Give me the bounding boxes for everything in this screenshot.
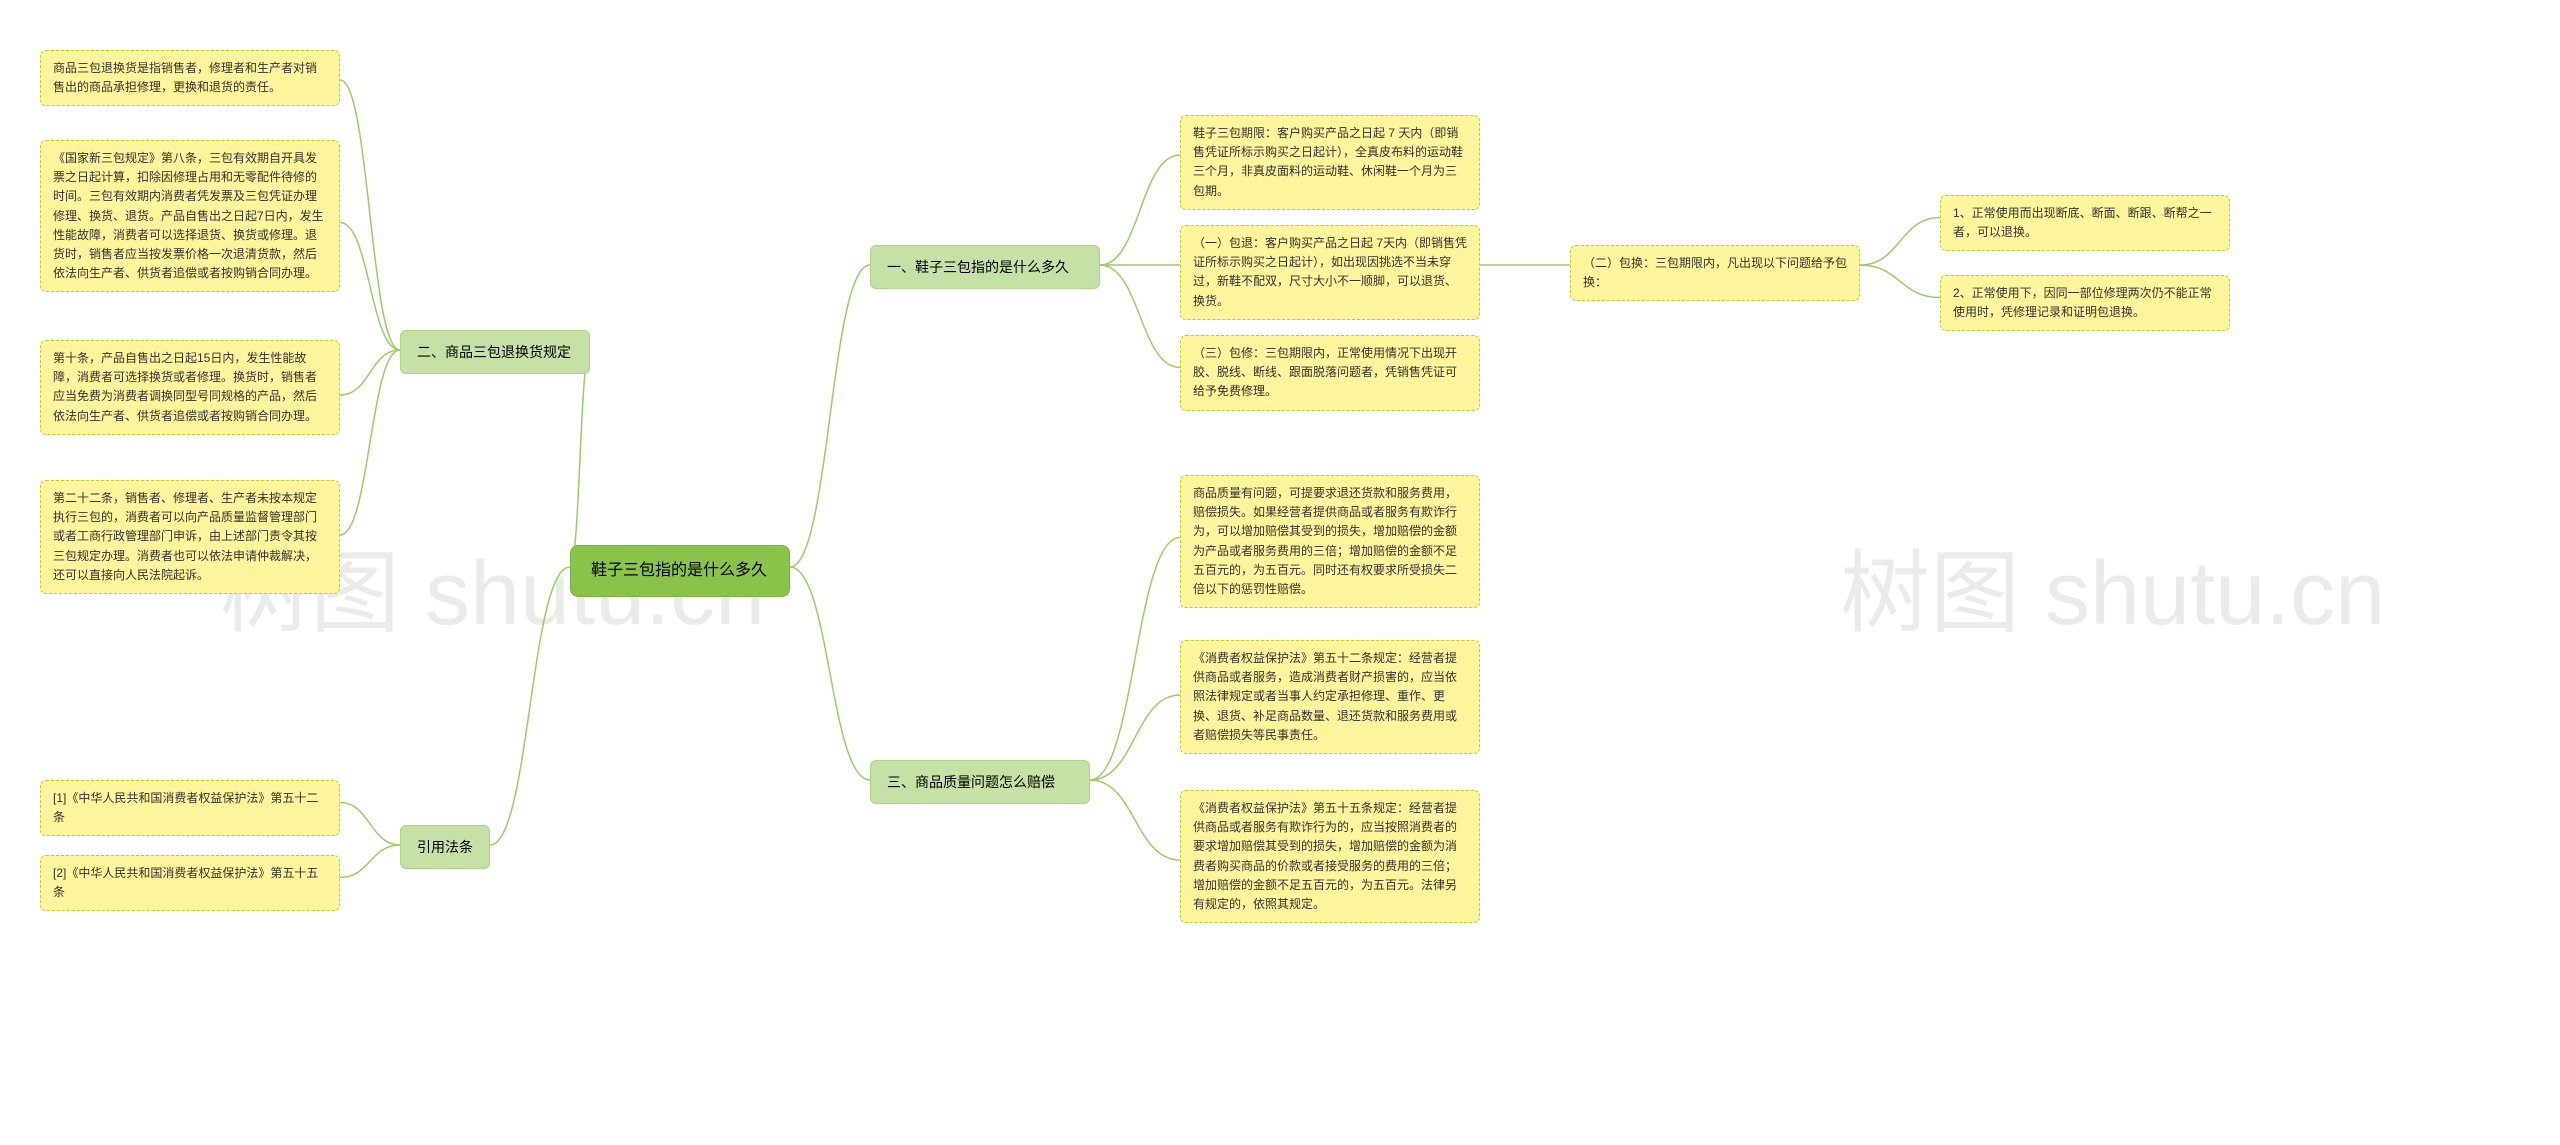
branch-node-4: 引用法条 [400,825,490,869]
connector-line [340,803,400,846]
branch-node-3: 三、商品质量问题怎么赔偿 [870,760,1090,804]
connector-line [1100,265,1180,368]
leaf-node-l2b: 《国家新三包规定》第八条，三包有效期自开具发票之日起计算，扣除因修理占用和无零配… [40,140,340,292]
connector-line [570,350,590,567]
leaf-node-l1b: （一）包退：客户购买产品之日起 7天内（即销售凭证所标示购买之日起计），如出现因… [1180,225,1480,320]
connector-line [340,80,400,350]
leaf-node-l1d: （二）包换：三包期限内，凡出现以下问题给予包换： [1570,245,1860,301]
connector-line [1090,780,1180,860]
connector-line [340,223,400,351]
connector-line [1860,265,1940,298]
leaf-node-l3b: 《消费者权益保护法》第五十二条规定：经营者提供商品或者服务，造成消费者财产损害的… [1180,640,1480,754]
leaf-node-l1a: 鞋子三包期限：客户购买产品之日起 7 天内（即销售凭证所标示购买之日起计），全真… [1180,115,1480,210]
connector-line [1090,695,1180,780]
connector-line [340,350,400,535]
leaf-node-l2d: 第二十二条，销售者、修理者、生产者未按本规定执行三包的，消费者可以向产品质量监督… [40,480,340,594]
leaf-node-l1d2: 2、正常使用下，因同一部位修理两次仍不能正常使用时，凭修理记录和证明包退换。 [1940,275,2230,331]
connector-line [1100,155,1180,265]
connector-line [790,567,870,780]
leaf-node-l4a: [1]《中华人民共和国消费者权益保护法》第五十二条 [40,780,340,836]
leaf-node-l2c: 第十条，产品自售出之日起15日内，发生性能故障，消费者可选择换货或者修理。换货时… [40,340,340,435]
connector-line [1090,538,1180,781]
connector-line [340,350,400,395]
root-node: 鞋子三包指的是什么多久 [570,545,790,597]
connector-line [340,845,400,878]
connector-line [790,265,870,567]
connector-line [1860,218,1940,266]
watermark-right: 树图 shutu.cn [1840,520,2385,650]
connector-line [490,567,570,845]
branch-node-2: 二、商品三包退换货规定 [400,330,590,374]
branch-node-1: 一、鞋子三包指的是什么多久 [870,245,1100,289]
leaf-node-l4b: [2]《中华人民共和国消费者权益保护法》第五十五条 [40,855,340,911]
leaf-node-l1c: （三）包修：三包期限内，正常使用情况下出现开胶、脱线、断线、跟面脱落问题者，凭销… [1180,335,1480,411]
leaf-node-l3c: 《消费者权益保护法》第五十五条规定：经营者提供商品或者服务有欺诈行为的，应当按照… [1180,790,1480,923]
leaf-node-l1d1: 1、正常使用而出现断底、断面、断跟、断帮之一者，可以退换。 [1940,195,2230,251]
leaf-node-l3a: 商品质量有问题，可提要求退还货款和服务费用，赔偿损失。如果经营者提供商品或者服务… [1180,475,1480,608]
leaf-node-l2a: 商品三包退换货是指销售者，修理者和生产者对销售出的商品承担修理，更换和退货的责任… [40,50,340,106]
